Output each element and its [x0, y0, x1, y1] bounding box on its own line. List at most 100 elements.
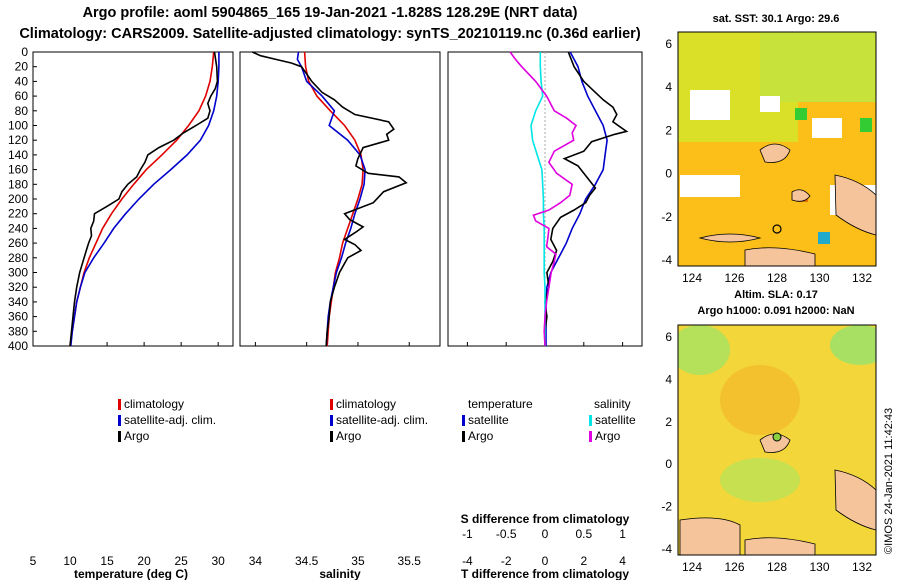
depth-tick-label: 340	[8, 295, 28, 309]
sla-land-mindanao	[759, 433, 791, 453]
p2-legend-2-label: Argo	[336, 429, 362, 443]
depth-tick-label: 120	[8, 133, 28, 147]
sst-lon-label: 128	[767, 271, 787, 285]
p2-xtick-label: 34	[249, 554, 263, 568]
legend-t-sat-label: satellite	[468, 413, 509, 427]
p1-series-satellite-adj-clim-	[70, 52, 220, 347]
sst-map-frame	[677, 31, 877, 267]
legend-s-sat-swatch	[589, 415, 592, 426]
sla-field-nw	[678, 325, 730, 375]
legend-t-sat-swatch	[462, 415, 465, 426]
p1-xtick-label: 30	[212, 554, 226, 568]
legend-temperature-title: temperature	[468, 397, 533, 411]
sla-field-sw	[720, 458, 800, 502]
depth-tick-label: 0	[21, 45, 28, 59]
sla-lon-label: 132	[852, 560, 872, 574]
sla-lat-label: -2	[661, 500, 672, 514]
sst-lon-label: 132	[852, 271, 872, 285]
t-difference-xlabel: T difference from climatology	[461, 567, 629, 580]
legend-t-argo-swatch	[462, 431, 465, 442]
temperature-xlabel: temperature (deg C)	[74, 567, 188, 580]
legend-s-sat-label: satellite	[595, 413, 636, 427]
sst-lat-label: -4	[661, 253, 672, 267]
depth-tick-label: 140	[8, 148, 28, 162]
s-xtick-label: -0.5	[496, 527, 517, 541]
legend-s-argo-swatch	[589, 431, 592, 442]
sla-map-frame	[677, 324, 877, 556]
land-south	[744, 247, 816, 266]
sla-lat-label: 6	[665, 330, 672, 344]
salinity-xlabel: salinity	[319, 567, 361, 580]
sla-map: Altim. SLA: 0.17 Argo h1000: 0.091 h2000…	[661, 289, 877, 574]
sla-lat-label: 4	[665, 372, 672, 386]
p3-xtick-label: 4	[619, 554, 626, 568]
depth-tick-label: 20	[15, 60, 29, 74]
p3-xtick-label: 2	[580, 554, 587, 568]
sla-lat-label: 2	[665, 415, 672, 429]
s-xtick-label: 0.5	[575, 527, 592, 541]
p1-xtick-label: 10	[63, 554, 77, 568]
sla-lon-label: 126	[724, 560, 744, 574]
depth-tick-label: 260	[8, 236, 28, 250]
legend-salinity-title: salinity	[594, 397, 631, 411]
sst-field-ne	[760, 32, 876, 102]
p2-xtick-label: 35	[351, 554, 365, 568]
sla-lat-label: -4	[661, 542, 672, 556]
depth-tick-label: 60	[15, 89, 29, 103]
s-xtick-label: 0	[542, 527, 549, 541]
land-buru	[698, 233, 762, 243]
depth-tick-label: 80	[15, 104, 29, 118]
s-difference-label: S difference from climatology	[461, 512, 630, 526]
sst-lon-label: 124	[682, 271, 702, 285]
sst-map-title: sat. SST: 30.1 Argo: 29.6	[713, 13, 840, 25]
legend-s-argo-label: Argo	[595, 429, 621, 443]
p1-legend-1-swatch	[118, 415, 121, 426]
sst-cloud-gap	[690, 90, 730, 120]
sla-lon-label: 124	[682, 560, 702, 574]
sst-lat-label: 6	[665, 37, 672, 51]
depth-tick-label: 40	[15, 74, 29, 88]
p3-series-t-argo	[544, 51, 629, 346]
sst-cloud-gap-2	[760, 96, 780, 112]
depth-tick-label: 280	[8, 251, 28, 265]
sst-lon-label: 126	[724, 271, 744, 285]
sla-lat-label: 0	[665, 457, 672, 471]
sla-lon-label: 128	[767, 560, 787, 574]
p1-legend-2-label: Argo	[124, 429, 150, 443]
depth-tick-label: 220	[8, 207, 28, 221]
p1-xtick-label: 5	[30, 554, 37, 568]
p2-legend-2-swatch	[330, 431, 333, 442]
sst-lat-label: 0	[665, 167, 672, 181]
p2-legend-1-swatch	[330, 415, 333, 426]
sla-map-title-1: Altim. SLA: 0.17	[734, 289, 818, 301]
p1-legend-0-swatch	[118, 399, 121, 410]
sla-land-new-guinea	[834, 469, 876, 531]
p2-series-argo	[251, 51, 408, 347]
imos-credit: ©IMOS 24-Jan-2021 11:42:43	[883, 408, 895, 554]
sst-map: sat. SST: 30.1 Argo: 29.6 124 126 128 130 13…	[661, 13, 877, 285]
p3-series-s-argo	[509, 51, 578, 347]
s-xtick-label: -1	[462, 527, 473, 541]
temperature-panel: 0204060801001201401601802002202402602803…	[8, 45, 234, 580]
sst-green-patch-2	[860, 118, 872, 132]
depth-tick-label: 100	[8, 119, 28, 133]
depth-tick-label: 300	[8, 266, 28, 280]
p3-xtick-label: -2	[501, 554, 512, 568]
sla-land-south	[744, 537, 816, 555]
sst-green-patch	[795, 108, 807, 120]
difference-panel: -4 -2 0 2 4 temperature salinity satellite Argo…	[447, 51, 643, 580]
temperature-plot-frame	[32, 51, 234, 347]
salinity-plot-frame	[239, 51, 441, 347]
p2-xtick-label: 35.5	[398, 554, 422, 568]
sla-map-title-2: Argo h1000: 0.091 h2000: NaN	[697, 305, 854, 317]
p1-legend-0-label: climatology	[124, 397, 184, 411]
sla-lon-label: 130	[809, 560, 829, 574]
p1-legend-2-swatch	[118, 431, 121, 442]
sst-lat-label: 2	[665, 123, 672, 137]
argo-position-marker	[772, 224, 782, 234]
p3-xtick-label: -4	[462, 554, 473, 568]
legend-t-argo-label: Argo	[468, 429, 494, 443]
depth-tick-label: 160	[8, 163, 28, 177]
sst-lon-label: 130	[809, 271, 829, 285]
